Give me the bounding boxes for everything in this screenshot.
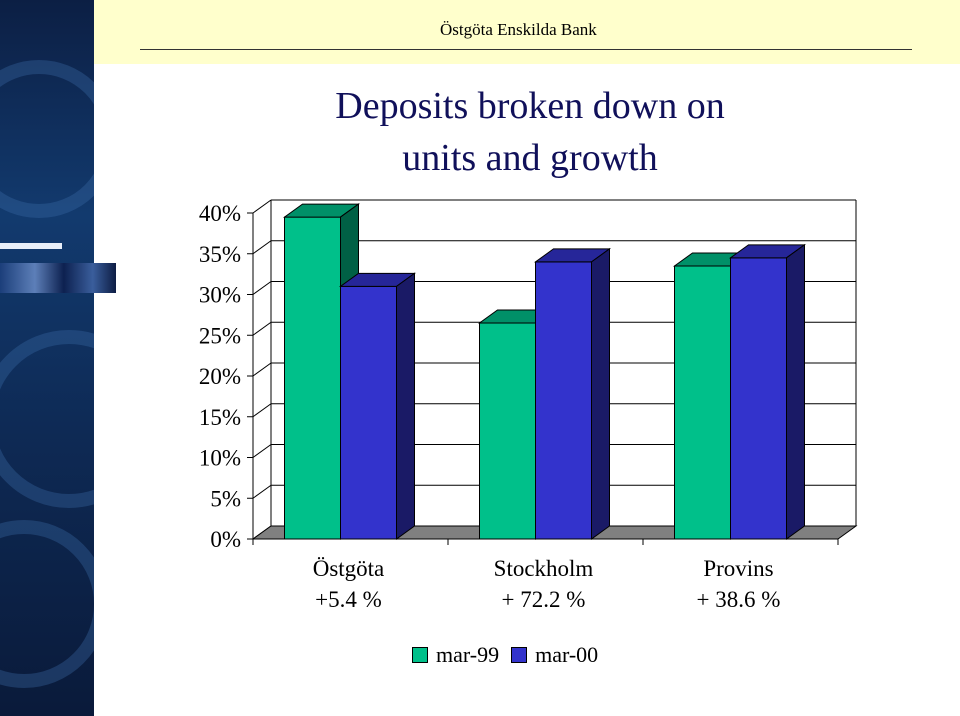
y-tick-label: 30% [199,283,241,308]
x-category-label: Provins [703,556,773,581]
bar-mar-00-Provins [728,243,807,540]
x-category-sublabel: + 72.2 % [502,587,586,612]
y-tick-label: 20% [199,364,241,389]
grid-diagonal [252,199,272,214]
x-category-sublabel: + 38.6 % [697,587,781,612]
x-category-sublabel: +5.4 % [315,587,382,612]
legend-swatch-mar-99 [412,647,428,663]
legend-item-mar-00: mar-00 [511,642,598,668]
y-tick-label: 0% [210,527,241,552]
legend-label-mar-00: mar-00 [535,642,599,667]
legend-item-mar-99: mar-99 [412,642,499,668]
header-band [94,0,960,64]
bar-side [591,247,610,540]
y-tick-label: 25% [199,323,241,348]
legend-label-mar-99: mar-99 [436,642,500,667]
y-axis-labels: 0% 5% 10% 15% 20% 25% 30% 35% 40% [199,201,241,552]
x-category-label: Östgöta [313,556,385,581]
chart-title-line-2: units and growth [402,137,658,179]
grid-diagonal [252,403,272,418]
grid-diagonal [252,444,272,458]
grid-diagonal [252,362,272,377]
bar-side [396,272,415,540]
bar-front [730,257,787,540]
chart-title: Deposits broken down on units and growth [250,80,810,184]
legend-swatch-mar-00 [511,647,528,663]
grid-diagonal [252,240,272,255]
header-divider [140,49,912,50]
grid-diagonal [252,281,272,295]
y-tick-label: 5% [210,486,241,511]
bar-front [535,261,592,540]
y-tick-label: 15% [199,405,241,430]
grid-diagonal [252,484,272,499]
chart-legend: mar-99 mar-00 [412,642,610,668]
bar-mar-00-Stockholm [533,247,612,540]
sidebar-image-strip [0,263,116,293]
bank-name: Östgöta Enskilda Bank [440,20,597,39]
x-axis-labels: Östgöta +5.4 % Stockholm + 72.2 % Provins + 3… [313,556,781,612]
bar-side [786,243,805,540]
chart-bars [282,203,807,540]
sidebar-decoration [0,0,94,716]
y-tick-label: 10% [199,446,241,471]
bar-front [340,285,397,540]
bar-front [479,322,536,540]
chart-title-line-1: Deposits broken down on [335,85,725,127]
y-tick-label: 35% [199,242,241,267]
bar-front [674,265,731,540]
bar-mar-00-Östgöta [338,272,417,540]
x-category-label: Stockholm [494,556,594,581]
grid-diagonal [252,321,272,336]
y-tick-label: 40% [199,201,241,226]
bar-front [284,216,341,540]
